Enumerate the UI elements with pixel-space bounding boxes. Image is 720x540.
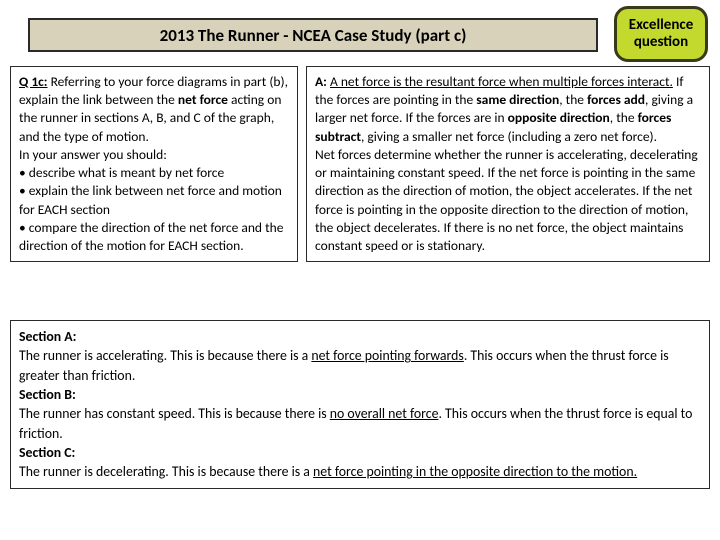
badge-text: Excellence question: [617, 17, 705, 52]
q-bullet-3: • compare the direction of the net force…: [19, 219, 283, 254]
sec-b-u: no overall net force: [330, 405, 439, 422]
a-para2: Net forces determine whether the runner …: [315, 146, 698, 254]
answer-def: A net force is the resultant force when …: [330, 73, 673, 90]
question-box: Q 1c: Referring to your force diagrams i…: [10, 66, 298, 262]
a-add: forces add: [587, 91, 645, 108]
sec-a-head: Section A:: [19, 328, 76, 345]
a-s2: , the: [559, 91, 587, 108]
q-bullet-2: • explain the link between net force and…: [19, 182, 282, 217]
answer-lead: A:: [315, 73, 330, 90]
sec-c-1: The runner is decelerating. This is beca…: [19, 463, 313, 480]
sec-c-head: Section C:: [19, 444, 75, 461]
a-s5: , giving a smaller net force (including …: [361, 128, 657, 145]
answer-box: A: A net force is the resultant force wh…: [306, 66, 710, 262]
q-in-your: In your answer you should:: [19, 146, 167, 163]
q-bullet-1: • describe what is meant by net force: [19, 164, 224, 181]
sec-c-u: net force pointing in the opposite direc…: [313, 463, 637, 480]
title-bar: 2013 The Runner - NCEA Case Study (part …: [28, 18, 598, 52]
title-text: 2013 The Runner - NCEA Case Study (part …: [160, 25, 467, 46]
question-lead: Q 1c:: [19, 73, 48, 90]
a-opp: opposite direction: [508, 109, 610, 126]
excellence-badge: Excellence question: [614, 6, 708, 62]
sections-box: Section A: The runner is accelerating. T…: [10, 320, 710, 489]
a-s4: , the: [610, 109, 638, 126]
a-same: same direction: [476, 91, 559, 108]
sec-a-u: net force pointing forwards: [311, 347, 463, 364]
sec-b-head: Section B:: [19, 386, 76, 403]
q-net-force: net force: [178, 91, 228, 108]
sec-a-1: The runner is accelerating. This is beca…: [19, 347, 311, 364]
sec-b-1: The runner has constant speed. This is b…: [19, 405, 330, 422]
